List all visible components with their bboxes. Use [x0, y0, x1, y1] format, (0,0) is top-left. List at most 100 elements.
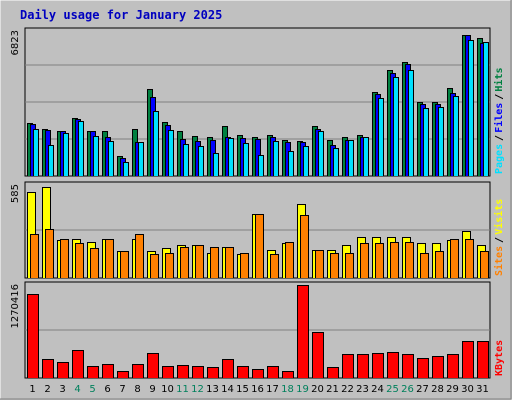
bar-kbytes [387, 352, 399, 378]
bar-pages [453, 96, 459, 176]
x-tick-label: 2 [44, 384, 50, 395]
bar-kbytes [252, 369, 264, 378]
bar-pages [468, 40, 474, 176]
bar-sites [465, 239, 474, 278]
bar-sites [480, 251, 489, 278]
bar-pages [423, 108, 429, 176]
x-tick-label: 23 [356, 384, 369, 395]
bar-kbytes [477, 341, 489, 378]
x-tick-label: 13 [206, 384, 219, 395]
bar-kbytes [342, 354, 354, 378]
bar-kbytes [177, 365, 189, 378]
x-tick-label: 9 [149, 384, 155, 395]
bar-sites [270, 254, 279, 278]
bar-kbytes [102, 364, 114, 378]
bar-pages [153, 111, 159, 176]
bar-kbytes [327, 367, 339, 378]
legend-entry: / [494, 94, 505, 100]
bar-sites [285, 242, 294, 278]
y-max-label: 1270416 [10, 284, 21, 329]
bar-pages [408, 70, 414, 176]
bar-kbytes [162, 366, 174, 378]
bar-sites [165, 253, 174, 278]
y-max-label: 585 [10, 184, 21, 203]
bar-pages [393, 77, 399, 176]
bar-sites [105, 239, 114, 278]
legend: Sites / Visits [493, 199, 505, 276]
bar-sites [75, 243, 84, 278]
x-tick-label: 14 [221, 384, 234, 395]
legend: KBytes [494, 340, 505, 376]
bar-sites [390, 242, 399, 278]
bar-pages [348, 140, 354, 176]
bar-kbytes [417, 358, 429, 378]
bar-sites [330, 253, 339, 278]
x-tick-label: 26 [401, 384, 414, 395]
y-max-label: 6823 [10, 30, 21, 55]
x-tick-label: 25 [386, 384, 399, 395]
bar-kbytes [462, 341, 474, 378]
bar-pages [228, 138, 234, 176]
x-tick-label: 22 [341, 384, 354, 395]
bar-sites [90, 248, 99, 278]
x-tick-label: 18 [281, 384, 294, 395]
bar-kbytes [432, 356, 444, 378]
bar-pages [288, 151, 294, 176]
x-tick-label: 11 [176, 384, 189, 395]
bar-kbytes [357, 354, 369, 378]
bar-sites [60, 239, 69, 278]
x-tick-label: 15 [236, 384, 249, 395]
bar-sites [195, 245, 204, 278]
bar-pages [363, 137, 369, 176]
bar-pages [168, 130, 174, 176]
x-tick-label: 10 [161, 384, 174, 395]
bar-sites [150, 254, 159, 278]
bar-kbytes [132, 364, 144, 378]
bar-kbytes [402, 354, 414, 378]
bar-sites [360, 243, 369, 278]
bar-kbytes [192, 366, 204, 378]
bar-pages [438, 107, 444, 176]
x-tick-label: 31 [476, 384, 489, 395]
bar-kbytes [147, 353, 159, 378]
bar-kbytes [372, 353, 384, 378]
x-tick-label: 27 [416, 384, 429, 395]
bar-pages [333, 148, 339, 176]
legend-entry: Pages [494, 144, 505, 174]
x-tick-label: 28 [431, 384, 444, 395]
legend-entry: KBytes [494, 340, 505, 376]
bar-kbytes [267, 366, 279, 378]
x-tick-label: 21 [326, 384, 339, 395]
legend-entry: Visits [493, 199, 505, 235]
bar-sites [180, 247, 189, 278]
legend-entry: Sites [493, 246, 505, 276]
x-tick-label: 7 [119, 384, 125, 395]
chart-title: Daily usage for January 2025 [20, 8, 222, 22]
bar-sites [135, 234, 144, 278]
x-tick-label: 24 [371, 384, 384, 395]
bar-sites [315, 250, 324, 278]
bar-pages [78, 121, 84, 176]
bar-pages [243, 143, 249, 176]
legend-entry: Hits [493, 68, 505, 92]
bar-kbytes [87, 366, 99, 378]
bar-sites [210, 247, 219, 278]
bar-kbytes [42, 359, 54, 378]
x-tick-label: 16 [251, 384, 264, 395]
bar-pages [63, 133, 69, 176]
bar-pages [378, 98, 384, 176]
bar-kbytes [117, 371, 129, 378]
bar-sites [120, 251, 129, 278]
x-tick-label: 3 [59, 384, 65, 395]
bar-sites [345, 253, 354, 278]
bar-pages [93, 136, 99, 176]
bar-sites [30, 234, 39, 278]
x-tick-label: 5 [89, 384, 95, 395]
bar-pages [138, 142, 144, 176]
x-tick-label: 1 [29, 384, 35, 395]
bar-sites [405, 242, 414, 278]
bar-pages [213, 153, 219, 176]
bar-kbytes [237, 366, 249, 378]
